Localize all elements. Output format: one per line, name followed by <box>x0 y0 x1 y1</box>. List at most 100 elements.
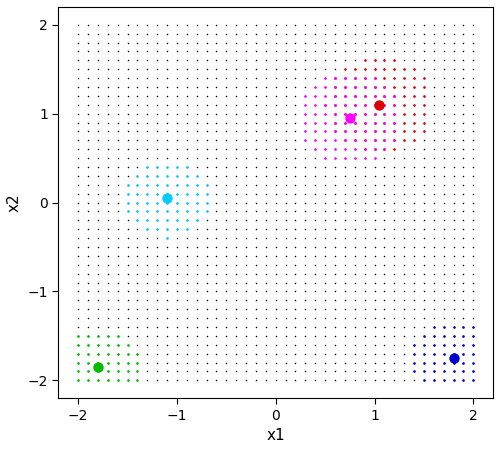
Point <box>321 92 329 99</box>
Point <box>94 306 102 313</box>
Point <box>134 306 141 313</box>
Point <box>430 57 438 64</box>
Point <box>163 154 171 162</box>
Point <box>302 350 310 357</box>
Point <box>232 315 240 322</box>
Point <box>470 377 478 384</box>
Point <box>341 306 349 313</box>
Point <box>341 101 349 108</box>
Point <box>134 199 141 206</box>
Point <box>430 48 438 55</box>
Point <box>173 199 181 206</box>
Point <box>380 306 388 313</box>
Point <box>163 83 171 90</box>
Point <box>114 39 122 46</box>
Point <box>104 101 112 108</box>
Point <box>222 21 230 28</box>
Point <box>460 297 468 304</box>
Point <box>114 306 122 313</box>
Point <box>341 270 349 277</box>
Point <box>460 324 468 331</box>
Point <box>360 315 368 322</box>
Point <box>94 279 102 286</box>
Point <box>282 368 290 375</box>
Point <box>292 306 300 313</box>
Point <box>183 234 191 242</box>
Point <box>272 57 280 64</box>
Point <box>321 368 329 375</box>
Point <box>173 252 181 260</box>
Point <box>192 74 200 81</box>
Point <box>400 368 408 375</box>
Point <box>153 199 161 206</box>
Point <box>173 199 181 206</box>
Point <box>114 172 122 180</box>
Point <box>450 57 458 64</box>
Point <box>302 297 310 304</box>
Point <box>202 181 210 189</box>
Point <box>450 154 458 162</box>
Point <box>232 332 240 339</box>
Point <box>173 137 181 144</box>
Point <box>460 199 468 206</box>
Point <box>460 359 468 366</box>
Point <box>360 154 368 162</box>
Point <box>380 297 388 304</box>
Point <box>202 181 210 189</box>
Point <box>460 306 468 313</box>
Point <box>420 21 428 28</box>
Point <box>272 297 280 304</box>
Point <box>74 181 82 189</box>
Point <box>341 119 349 126</box>
Point <box>262 66 270 73</box>
Point <box>173 101 181 108</box>
Point <box>420 279 428 286</box>
Point <box>212 57 220 64</box>
Point <box>104 359 112 366</box>
Point <box>153 92 161 99</box>
Point <box>242 92 250 99</box>
Point <box>74 57 82 64</box>
Point <box>450 252 458 260</box>
Point <box>153 172 161 180</box>
Point <box>74 21 82 28</box>
Point <box>450 368 458 375</box>
Point <box>460 315 468 322</box>
Point <box>124 181 132 189</box>
Point <box>74 243 82 251</box>
Point <box>212 48 220 55</box>
Point <box>144 315 152 322</box>
Point <box>252 297 260 304</box>
Point <box>212 225 220 233</box>
Point <box>410 288 418 295</box>
Point <box>380 208 388 215</box>
Point <box>420 172 428 180</box>
Point <box>183 110 191 117</box>
Point <box>341 137 349 144</box>
Point <box>331 57 339 64</box>
Point <box>351 341 359 348</box>
Point <box>272 217 280 224</box>
Point <box>420 190 428 197</box>
Point <box>450 119 458 126</box>
Point <box>470 146 478 153</box>
Point <box>400 154 408 162</box>
Point <box>173 270 181 277</box>
Point <box>114 66 122 73</box>
Point <box>380 128 388 135</box>
Point <box>370 332 378 339</box>
Point <box>222 74 230 81</box>
Point <box>134 350 141 357</box>
Point <box>351 324 359 331</box>
Point <box>84 128 92 135</box>
Point <box>242 270 250 277</box>
Point <box>144 217 152 224</box>
Point <box>370 350 378 357</box>
Point <box>420 332 428 339</box>
Point <box>331 261 339 268</box>
Point <box>183 225 191 233</box>
Point <box>341 101 349 108</box>
Point <box>134 146 141 153</box>
Point <box>222 57 230 64</box>
Point <box>331 92 339 99</box>
